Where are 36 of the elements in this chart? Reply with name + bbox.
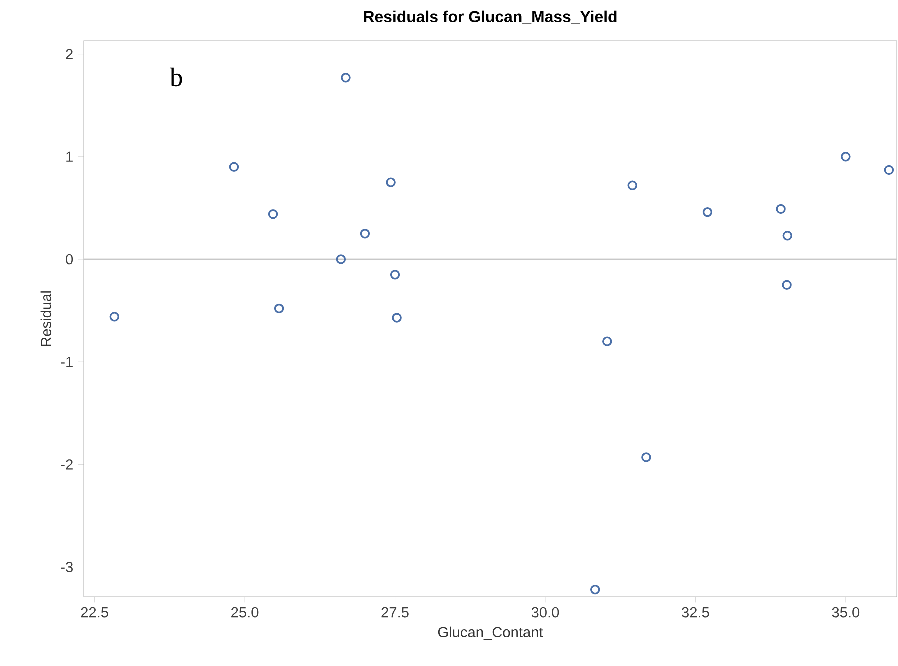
point bbox=[268, 209, 278, 220]
point bbox=[336, 254, 346, 264]
y-tick-label: -3 bbox=[61, 562, 73, 572]
x-tick-label: 22.5 bbox=[81, 607, 108, 618]
point bbox=[782, 280, 792, 290]
point bbox=[776, 204, 786, 214]
y-axis-title: Residual bbox=[40, 292, 52, 346]
point bbox=[628, 180, 638, 190]
point bbox=[392, 313, 402, 323]
y-tick-label: 0 bbox=[66, 254, 74, 265]
y-tick-label: 2 bbox=[66, 49, 73, 60]
point bbox=[841, 152, 851, 162]
y-tick-label: 1 bbox=[66, 152, 73, 162]
point bbox=[702, 207, 713, 218]
chart-title: Residuals for Glucan_Mass_Yield bbox=[364, 10, 617, 24]
x-tick-label: 30.0 bbox=[532, 607, 560, 618]
point bbox=[386, 178, 396, 188]
x-tick-label: 32.5 bbox=[682, 607, 710, 618]
point bbox=[884, 165, 894, 176]
y-tick-label: -1 bbox=[61, 357, 73, 368]
point bbox=[642, 452, 652, 462]
point bbox=[390, 270, 400, 280]
point bbox=[590, 584, 600, 595]
x-tick-label: 35.0 bbox=[832, 607, 860, 618]
point bbox=[782, 231, 793, 241]
y-tick-label: -2 bbox=[61, 460, 73, 470]
point bbox=[341, 73, 351, 83]
point bbox=[274, 304, 284, 314]
x-tick-label: 27.5 bbox=[382, 607, 409, 618]
x-axis-title: Glucan_Contant bbox=[438, 626, 544, 640]
point bbox=[110, 312, 120, 322]
point bbox=[229, 162, 240, 172]
x-tick-label: 25.0 bbox=[232, 607, 259, 618]
annotation: b bbox=[170, 68, 182, 87]
point bbox=[360, 228, 370, 239]
point bbox=[602, 336, 612, 346]
